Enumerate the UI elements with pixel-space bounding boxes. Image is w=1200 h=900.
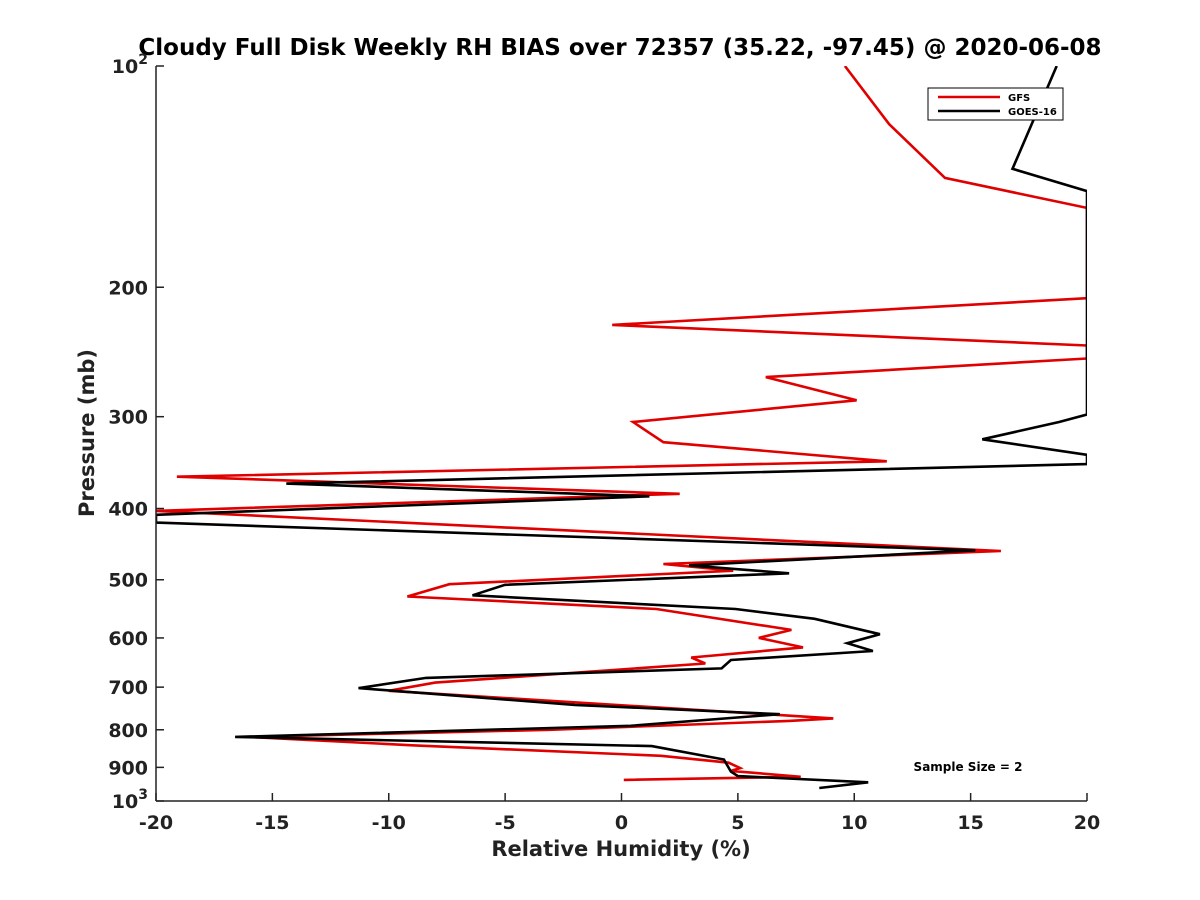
y-tick-label: 300 [108, 407, 148, 429]
x-tick-label: 20 [1074, 812, 1100, 834]
x-tick-label: -20 [139, 812, 173, 834]
x-tick-label: 15 [957, 812, 983, 834]
series-line-goes16 [156, 66, 1087, 790]
legend-box [927, 87, 1064, 121]
x-tick-label: 0 [615, 812, 628, 834]
series-line-gfs [156, 66, 1087, 782]
sample-size-annotation: Sample Size = 2 [914, 760, 1023, 774]
series-layer [156, 66, 1087, 790]
legend-label-gfs: GFS [1008, 93, 1030, 104]
x-ticks: -20 -15 -10 -5 0 5 10 15 20 [139, 793, 1100, 834]
legend: GFS GOES-16 [927, 87, 1064, 121]
y-tick-label: 900 [108, 757, 148, 779]
chart-title: Cloudy Full Disk Weekly RH BIAS over 723… [138, 35, 1101, 61]
x-tick-label: -15 [255, 812, 289, 834]
x-tick-label: 5 [731, 812, 744, 834]
y-tick-label: 400 [108, 499, 148, 521]
y-tick-label: 500 [108, 570, 148, 592]
y-axis-label: Pressure (mb) [75, 349, 99, 517]
x-tick-label: -10 [372, 812, 406, 834]
x-axis-label: Relative Humidity (%) [491, 837, 750, 861]
y-tick-label: 800 [108, 720, 148, 742]
x-tick-label: 10 [841, 812, 867, 834]
y-tick-label: 700 [108, 677, 148, 699]
legend-label-goes16: GOES-16 [1008, 107, 1057, 118]
y-tick-label: 103 [112, 787, 148, 813]
x-tick-label: -5 [495, 812, 516, 834]
y-ticks: 102 200 300 400 500 600 700 800 900 103 [108, 52, 164, 813]
y-tick-label: 600 [108, 628, 148, 650]
y-tick-label: 200 [108, 277, 148, 299]
y-tick-label: 102 [112, 52, 148, 78]
